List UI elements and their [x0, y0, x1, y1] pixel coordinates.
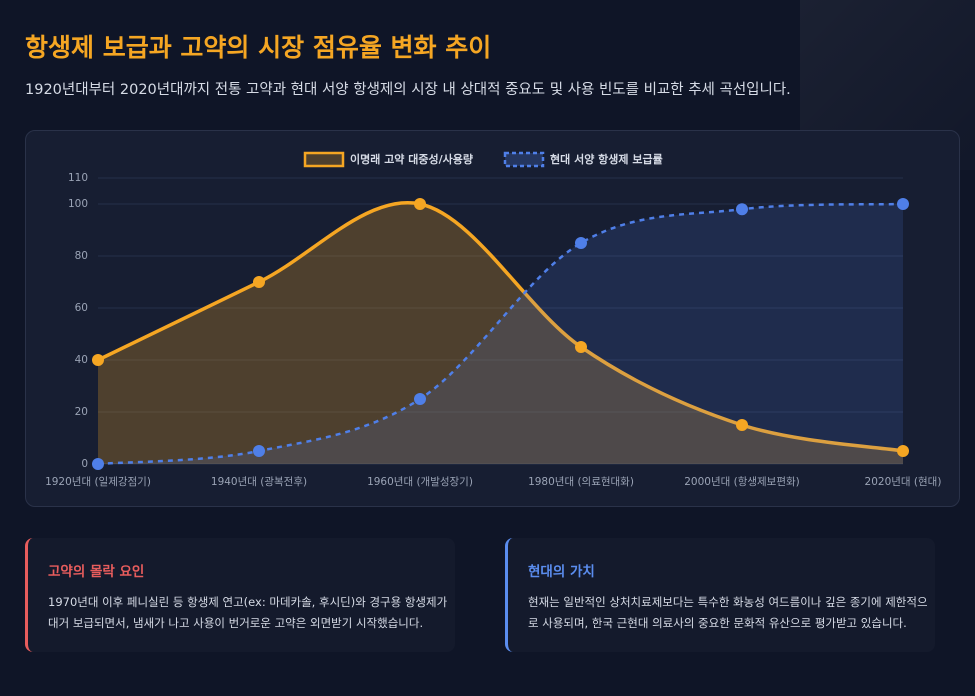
data-point	[736, 419, 748, 431]
card-body: 1970년대 이후 페니실린 등 항생제 연고(ex: 마데카솔, 후시딘)와 …	[48, 595, 448, 630]
chart-panel	[25, 130, 960, 507]
card-title: 현대의 가치	[528, 564, 595, 580]
y-tick-label: 60	[75, 302, 88, 314]
area	[98, 204, 903, 464]
y-tick-label: 0	[81, 458, 88, 470]
data-point	[414, 198, 426, 210]
card-body: 현재는 일반적인 상처치료제보다는 특수한 화농성 여드름이나 깊은 종기에 제…	[528, 595, 928, 630]
data-point	[897, 198, 909, 210]
legend-label: 이명래 고약 대중성/사용량	[350, 152, 473, 166]
y-tick-label: 20	[75, 406, 88, 418]
info-card: 현대의 가치 현재는 일반적인 상처치료제보다는 특수한 화농성 여드름이나 깊…	[505, 538, 935, 652]
data-point	[897, 445, 909, 457]
y-tick-label: 80	[75, 250, 88, 262]
legend-swatch	[503, 151, 545, 168]
x-tick-label: 2000년대 (항생제보편화)	[684, 475, 800, 488]
data-point	[575, 237, 587, 249]
chart: 0 20 40 60 80 100 110 1920년대 (일제강점기) 1940년대 (광복전…	[45, 151, 942, 488]
legend-swatch	[303, 151, 345, 168]
x-tick-label: 1940년대 (광복전후)	[211, 476, 307, 488]
series-line	[97, 202, 904, 466]
x-tick-label: 1960년대 (개발성장기)	[367, 476, 473, 488]
data-point	[253, 445, 265, 457]
x-tick-label: 1920년대 (일제강점기)	[45, 475, 151, 488]
page-subtitle: 1920년대부터 2020년대까지 전통 고약과 현대 서양 항생제의 시장 내…	[25, 82, 791, 98]
data-point	[253, 276, 265, 288]
page-title: 항생제 보급과 고약의 시장 점유율 변화 추이	[25, 33, 492, 62]
data-point	[92, 458, 104, 470]
data-point	[414, 393, 426, 405]
data-point	[736, 203, 748, 216]
y-tick-label: 40	[75, 354, 88, 366]
x-tick-label: 1980년대 (의료현대화)	[528, 476, 634, 488]
data-point	[92, 354, 104, 366]
data-point	[575, 341, 587, 353]
x-tick-label: 2020년대 (현대)	[865, 476, 942, 488]
y-tick-label: 110	[68, 172, 88, 184]
legend-label: 현대 서양 항생제 보급률	[550, 152, 663, 166]
y-tick-label: 100	[68, 198, 88, 210]
info-card: 고약의 몰락 요인 1970년대 이후 페니실린 등 항생제 연고(ex: 마데…	[25, 538, 455, 652]
area	[98, 202, 903, 464]
card-title: 고약의 몰락 요인	[48, 564, 145, 580]
